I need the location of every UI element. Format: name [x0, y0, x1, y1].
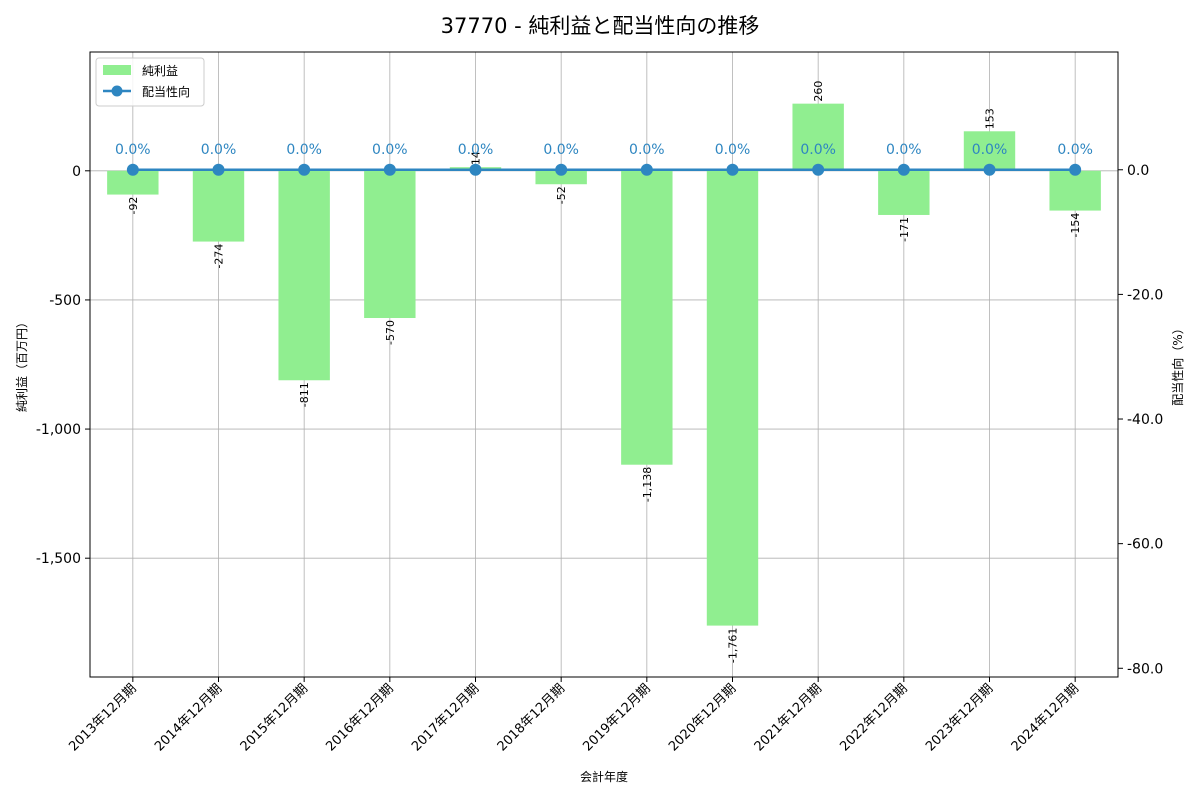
payout-ratio-point — [983, 163, 996, 176]
payout-ratio-label: 0.0% — [543, 142, 579, 158]
payout-ratio-label: 0.0% — [972, 142, 1008, 158]
payout-ratio-point — [469, 163, 482, 176]
y-tick-label: -1,500 — [36, 551, 81, 567]
y-axis-label: 純利益（百万円） — [15, 316, 29, 412]
y2-tick-label: -20.0 — [1127, 287, 1163, 303]
payout-ratio-label: 0.0% — [458, 142, 494, 158]
x-tick-label: 2018年12月期 — [495, 681, 568, 754]
payout-ratio-label: 0.0% — [286, 142, 322, 158]
x-tick-label: 2019年12月期 — [580, 681, 653, 754]
chart-title: 37770 - 純利益と配当性向の推移 — [441, 14, 760, 38]
bar — [364, 170, 416, 319]
bar-value-label: -154 — [1069, 213, 1082, 238]
grid-lines — [90, 52, 1118, 677]
bar — [192, 170, 245, 242]
y2-tick-label: -60.0 — [1127, 537, 1163, 553]
x-tick-label: 2024年12月期 — [1009, 681, 1082, 754]
payout-ratio-label: 0.0% — [201, 142, 237, 158]
payout-ratio-label: 0.0% — [629, 142, 665, 158]
legend-bar-swatch — [103, 65, 131, 75]
payout-ratio-point — [640, 163, 653, 176]
payout-ratio-point — [212, 163, 225, 176]
y-axis-right: 0.0 -20.0 -40.0 -60.0 -80.0 — [1118, 163, 1163, 677]
y2-tick-label: -40.0 — [1127, 412, 1163, 428]
legend: 純利益 配当性向 — [95, 57, 205, 107]
y2-tick-label: -80.0 — [1127, 661, 1163, 677]
x-tick-label: 2016年12月期 — [323, 681, 396, 754]
bar — [1049, 170, 1101, 211]
bar-value-label: -1,138 — [641, 467, 654, 502]
bar-value-labels: -92 -274 -811 -570 14 -52 -1,138 -1,761 260 -171 1… — [127, 81, 1082, 663]
y2-axis-label: 配当性向（%） — [1170, 322, 1185, 405]
x-tick-label: 2021年12月期 — [752, 681, 825, 754]
x-tick-label: 2020年12月期 — [666, 681, 739, 754]
payout-ratio-point — [555, 163, 568, 176]
x-tick-label: 2017年12月期 — [409, 681, 482, 754]
bar-value-label: 14 — [470, 151, 483, 165]
bar-value-label: -92 — [127, 197, 140, 215]
payout-ratio-label: 0.0% — [1057, 142, 1093, 158]
payout-ratio-label: 0.0% — [715, 142, 751, 158]
legend-line-marker — [111, 85, 123, 97]
bar — [706, 170, 759, 626]
x-tick-label: 2022年12月期 — [837, 681, 910, 754]
bar-value-label: -171 — [898, 217, 911, 242]
bar — [792, 103, 844, 171]
payout-ratio-label: 0.0% — [115, 142, 151, 158]
payout-ratio-label: 0.0% — [886, 142, 922, 158]
y-tick-label: -1,000 — [36, 422, 81, 438]
payout-ratio-point — [726, 163, 739, 176]
payout-ratio-point — [897, 163, 910, 176]
x-tick-label: 2013年12月期 — [66, 681, 139, 754]
bar-value-label: -1,761 — [727, 628, 740, 663]
payout-ratio-labels: 0.0% 0.0% 0.0% 0.0% 0.0% 0.0% 0.0% 0.0% 0.0% 0.0%… — [115, 142, 1093, 158]
y-axis-left: 0 -500 -1,000 -1,500 — [36, 164, 90, 567]
payout-ratio-point — [298, 163, 311, 176]
y-tick-label: -500 — [49, 293, 81, 309]
bar-value-label: 260 — [812, 81, 825, 102]
bar — [107, 170, 159, 195]
bar — [621, 170, 673, 465]
payout-ratio-line — [126, 163, 1082, 176]
x-axis-label: 会計年度 — [580, 769, 628, 784]
payout-ratio-label: 0.0% — [800, 142, 836, 158]
y2-tick-label: 0.0 — [1127, 163, 1149, 179]
payout-ratio-label: 0.0% — [372, 142, 408, 158]
x-tick-label: 2023年12月期 — [923, 681, 996, 754]
x-tick-label: 2015年12月期 — [238, 681, 311, 754]
plot-frame — [89, 51, 1119, 678]
bar-value-label: 153 — [984, 108, 997, 129]
bar — [878, 170, 930, 215]
payout-ratio-point — [126, 163, 139, 176]
bar-value-label: -52 — [555, 186, 568, 204]
payout-ratio-point — [383, 163, 396, 176]
bar — [535, 170, 587, 185]
payout-ratio-point — [1069, 163, 1082, 176]
y-tick-label: 0 — [72, 164, 81, 180]
bar — [278, 170, 330, 381]
bar-value-label: -570 — [384, 320, 397, 345]
x-tick-label: 2014年12月期 — [152, 681, 225, 754]
legend-line-label: 配当性向 — [142, 84, 190, 99]
bar-value-label: -274 — [213, 244, 226, 269]
bar-value-label: -811 — [298, 382, 311, 407]
legend-bar-label: 純利益 — [142, 64, 178, 78]
bars — [107, 103, 1101, 626]
x-axis: 2013年12月期 2014年12月期 2015年12月期 2016年12月期 2017… — [66, 677, 1082, 755]
payout-ratio-point — [812, 163, 825, 176]
